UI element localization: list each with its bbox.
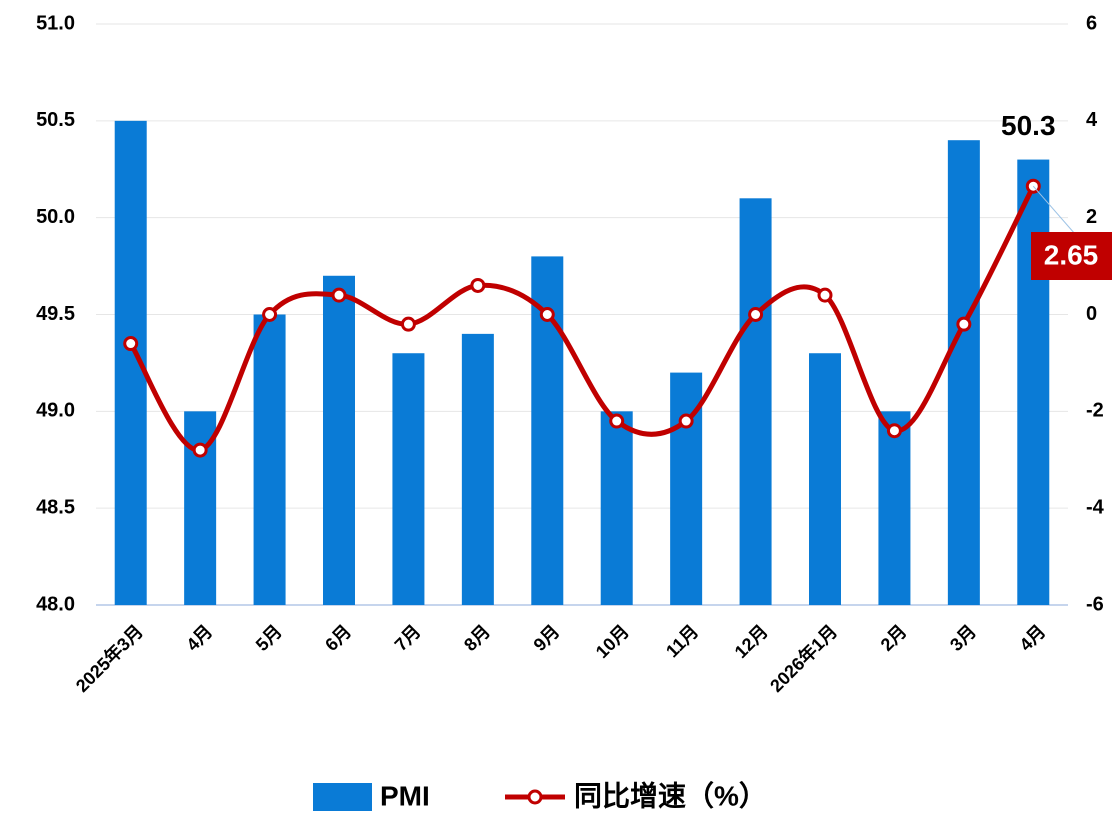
bar bbox=[392, 353, 425, 605]
legend: PMI 同比增速（%） bbox=[313, 779, 767, 811]
y2-tick-label: -4 bbox=[1086, 496, 1105, 518]
line-marker bbox=[748, 307, 764, 322]
line-marker bbox=[817, 287, 833, 303]
bar bbox=[878, 411, 911, 605]
legend-label: PMI bbox=[380, 780, 430, 811]
x-tick-label: 5月 bbox=[252, 621, 286, 655]
x-tick-label: 2月 bbox=[877, 621, 911, 655]
y-tick-label: 49.0 bbox=[36, 400, 75, 422]
x-tick-label: 4月 bbox=[1016, 621, 1050, 655]
line-marker bbox=[956, 316, 972, 332]
x-tick-label: 2026年1月 bbox=[765, 620, 841, 696]
x-tick-label: 2025年3月 bbox=[71, 620, 147, 696]
x-tick-label: 9月 bbox=[530, 621, 564, 655]
x-tick-label: 8月 bbox=[460, 621, 494, 655]
line-marker bbox=[539, 307, 555, 322]
y2-tick-label: -6 bbox=[1086, 593, 1104, 615]
y2-tick-label: 2 bbox=[1086, 206, 1097, 228]
bar bbox=[253, 314, 286, 605]
x-tick-label: 4月 bbox=[182, 621, 216, 655]
y2-tick-label: -2 bbox=[1086, 400, 1104, 422]
y2-tick-label: 0 bbox=[1086, 303, 1097, 325]
line-marker bbox=[678, 413, 694, 429]
y-tick-label: 51.0 bbox=[36, 12, 75, 34]
y2-tick-label: 4 bbox=[1086, 109, 1098, 131]
bar bbox=[323, 275, 355, 605]
bar bbox=[947, 140, 980, 605]
legend-swatch bbox=[527, 789, 543, 805]
data-label-box bbox=[1031, 232, 1112, 280]
line-marker bbox=[123, 336, 139, 352]
y-tick-label: 48.0 bbox=[36, 593, 75, 615]
bar bbox=[739, 198, 772, 606]
y-tick-label: 48.5 bbox=[36, 496, 75, 518]
bar bbox=[600, 411, 633, 605]
y-tick-label: 50.0 bbox=[36, 206, 75, 228]
line-marker bbox=[192, 442, 208, 458]
x-tick-label: 10月 bbox=[592, 621, 633, 662]
bar bbox=[461, 333, 494, 605]
bar bbox=[1017, 159, 1050, 606]
y2-tick-label: 6 bbox=[1086, 12, 1097, 34]
line-marker bbox=[470, 277, 486, 293]
x-tick-label: 12月 bbox=[731, 621, 772, 662]
y-tick-label: 49.5 bbox=[36, 303, 75, 325]
data-label: 2.65 bbox=[1044, 239, 1099, 270]
line-marker bbox=[331, 287, 347, 303]
leader-line bbox=[1032, 185, 1076, 235]
line-marker bbox=[609, 413, 625, 429]
legend-swatch bbox=[313, 783, 372, 811]
line-marker bbox=[886, 423, 902, 439]
legend-label: 同比增速（%） bbox=[574, 779, 767, 811]
x-tick-label: 11月 bbox=[662, 621, 702, 661]
line-marker bbox=[262, 307, 278, 322]
y-tick-label: 50.5 bbox=[36, 109, 75, 131]
x-tick-label: 6月 bbox=[321, 621, 355, 655]
bar bbox=[809, 353, 841, 605]
data-label: 50.3 bbox=[1001, 110, 1056, 141]
x-tick-label: 7月 bbox=[391, 621, 425, 655]
x-tick-label: 3月 bbox=[946, 621, 980, 655]
line-marker bbox=[400, 316, 416, 332]
